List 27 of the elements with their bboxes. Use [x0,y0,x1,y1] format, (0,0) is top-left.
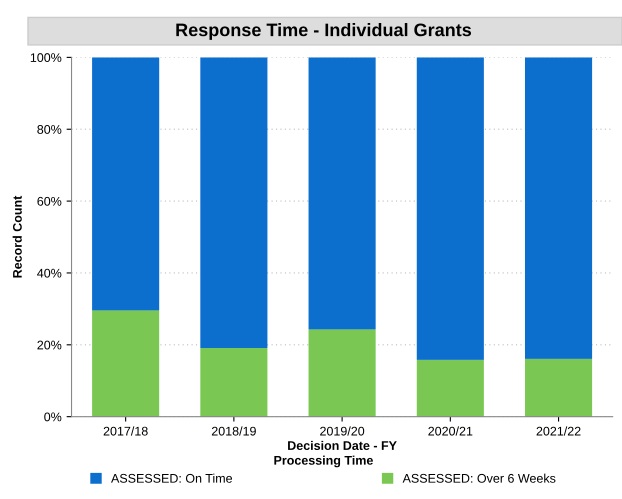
legend-label: ASSESSED: On Time [111,474,232,483]
x-axis-title: Decision Date - FY [288,440,397,450]
bar [92,310,160,417]
bar [308,329,376,417]
y-tick-label: 40% [37,268,62,278]
y-tick-label: 100% [30,53,62,62]
x-tick-label: 2019/20 [320,426,364,436]
chart-title: Response Time - Individual Grants [176,23,472,40]
y-tick-label: 60% [37,196,62,206]
y-tick-label: 80% [37,125,62,134]
y-tick-label: 20% [37,340,62,350]
bar [200,57,268,348]
bar [308,57,376,330]
x-tick-label: 2020/21 [428,426,472,436]
bar [525,57,592,359]
bar [416,360,484,417]
bar [200,348,268,417]
bar [416,57,484,360]
y-tick-label: 0% [44,412,62,422]
x-tick-label: 2018/19 [212,426,256,436]
y-axis-title: Record Count [12,196,22,278]
x-tick-label: 2021/22 [536,426,581,436]
bar [525,358,592,417]
bar [92,57,160,310]
legend-title: Processing Time [274,456,373,468]
legend-label: ASSESSED: Over 6 Weeks [402,474,556,483]
x-tick-label: 2017/18 [104,426,148,436]
